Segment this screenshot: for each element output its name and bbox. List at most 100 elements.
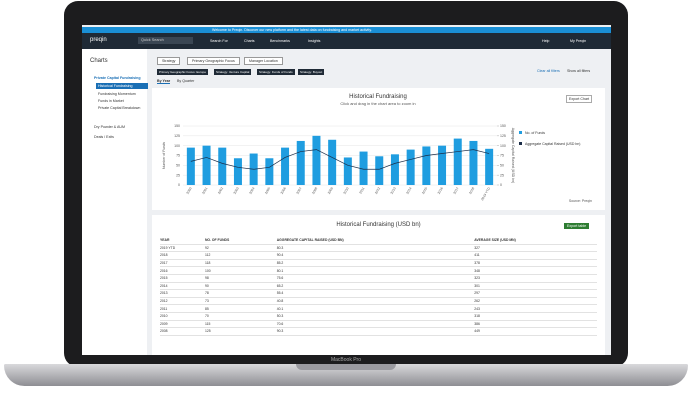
sidebar-item[interactable]: Funds in Market <box>98 99 124 103</box>
y2-tick-label: 50 <box>500 164 504 168</box>
tab[interactable]: By Quarter <box>177 79 195 83</box>
table-cell: 70.6 <box>276 320 475 329</box>
dropdown[interactable]: Strategy <box>157 57 181 65</box>
table-row: 2010 70 50.3 318 <box>160 312 597 321</box>
chart-subtitle: Click and drag in the chart area to zoom… <box>340 101 415 106</box>
chart-title: Historical Fundraising <box>349 94 407 100</box>
y2-axis-label: Aggregate Capital Raised (USD bn) <box>511 128 515 183</box>
filter-tag[interactable]: Primary Geographic Focus: Europe <box>157 69 209 75</box>
banner-text: Welcome to Preqin. Discover our new plat… <box>212 28 372 32</box>
banner: Welcome to Preqin. Discover our new plat… <box>82 27 611 33</box>
bar <box>218 147 227 185</box>
x-tick-label: 2013 <box>390 186 397 194</box>
dropdown[interactable]: Manager Location <box>244 57 283 65</box>
y-tick-label: 75 <box>176 154 180 158</box>
y-tick-label: 25 <box>176 173 180 177</box>
sidebar-item[interactable]: Fundraising Momentum <box>98 92 136 96</box>
y2-tick-label: 100 <box>500 144 506 148</box>
table-cell: 378 <box>474 259 597 268</box>
table-header: YEAR NO. OF FUNDS AGGREGATE CAPITAL RAISED… <box>160 237 597 245</box>
header-cell: YEAR <box>160 237 205 245</box>
account[interactable]: My Preqin <box>570 39 587 43</box>
tab-active[interactable]: By Year <box>157 79 171 84</box>
table-cell: 2013 <box>160 289 205 298</box>
table-cell: 118 <box>204 259 277 268</box>
table-cell: 65.2 <box>276 282 475 291</box>
bar <box>265 158 274 185</box>
table-wrap: YEAR NO. OF FUNDS AGGREGATE CAPITAL RAISED… <box>160 237 597 336</box>
table-cell: 2017 <box>160 259 205 268</box>
logo[interactable]: preqin <box>90 37 107 43</box>
y-tick-label: 0 <box>178 183 180 187</box>
sidebar-title: Charts <box>90 58 108 64</box>
y2-tick-label: 0 <box>500 183 502 187</box>
sidebar-item-active[interactable]: Historical Fundraising <box>96 83 148 89</box>
table-cell: 2014 <box>160 282 205 291</box>
filter-tag[interactable]: Strategy: Venture Capital <box>214 69 252 75</box>
table-cell: 2011 <box>160 304 205 313</box>
table-cell: 386 <box>474 320 597 329</box>
table-row: 2008 125 90.3 449 <box>160 327 597 336</box>
table-row: 2009 115 70.6 386 <box>160 320 597 329</box>
notch <box>296 364 396 370</box>
nav-item[interactable]: Insights <box>308 39 321 43</box>
table-cell: 40.1 <box>276 304 475 313</box>
table-cell: 2008 <box>160 327 205 336</box>
x-tick-label: 2007 <box>295 186 302 194</box>
x-tick-label: 2006 <box>280 186 287 194</box>
y2-tick-label: 25 <box>500 173 504 177</box>
table-row: 2019 YTD 92 80.3 327 <box>160 244 597 253</box>
table-cell: 100 <box>204 266 277 275</box>
table-cell: 2019 YTD <box>160 244 205 253</box>
y2-tick-label: 75 <box>500 154 504 158</box>
table-row: 2017 118 85.2 378 <box>160 259 597 268</box>
show-filters[interactable]: Show all filters <box>567 69 591 73</box>
source: Source: Preqin <box>569 199 592 203</box>
table-cell: 125 <box>204 327 277 336</box>
table-cell: 92 <box>204 244 277 253</box>
export-table[interactable]: Export table <box>564 223 590 229</box>
bar <box>469 140 478 185</box>
x-tick-label: 2005 <box>264 186 271 194</box>
sidebar-section[interactable]: Deals / Exits <box>94 135 114 139</box>
y-tick-label: 150 <box>174 124 180 128</box>
header-cell: NO. OF FUNDS <box>204 237 277 245</box>
table: YEAR NO. OF FUNDS AGGREGATE CAPITAL RAISED… <box>160 237 597 336</box>
table-cell: 75.6 <box>276 274 475 283</box>
x-tick-label: 2001 <box>201 186 208 194</box>
x-tick-label: 2003 <box>233 186 240 194</box>
table-cell: 301 <box>474 282 597 291</box>
table-cell: 40.8 <box>276 297 475 306</box>
y-axis-label: Number of Funds <box>162 142 166 169</box>
bar <box>438 145 447 185</box>
bar <box>202 145 211 185</box>
y-tick-label: 125 <box>174 134 180 138</box>
export-chart[interactable]: Export Chart <box>566 95 593 103</box>
y-tick-label: 50 <box>176 164 180 168</box>
filter-tag[interactable]: Strategy: Buyout <box>298 69 325 75</box>
help[interactable]: Help <box>542 39 550 43</box>
device-label: MacBook Pro <box>330 357 361 363</box>
x-tick-label: 2014 <box>405 186 412 194</box>
sidebar-section[interactable]: Private Capital Fundraising <box>94 76 141 80</box>
bar <box>406 149 415 185</box>
table-cell: 2015 <box>160 274 205 283</box>
table-row: 2014 90 65.2 301 <box>160 282 597 291</box>
legend-label: No. of Funds <box>525 131 545 135</box>
nav-item[interactable]: Benchmarks <box>270 39 290 43</box>
sidebar-item[interactable]: Private Capital Breakdown <box>98 106 141 110</box>
table-cell: 327 <box>474 244 597 253</box>
clear-filters[interactable]: Clear all filters <box>537 69 560 73</box>
table-cell: 90 <box>204 282 277 291</box>
line-series <box>190 149 490 170</box>
nav-item[interactable]: Charts <box>244 39 255 43</box>
filter-tag[interactable]: Strategy: Funds of Funds <box>257 69 295 75</box>
nav-item[interactable]: Search For <box>210 39 228 43</box>
legend-swatch <box>519 142 522 145</box>
laptop-base <box>4 364 688 386</box>
sidebar-section[interactable]: Dry Powder & AUM <box>94 125 125 129</box>
quick-search[interactable]: Quick Search <box>138 37 193 44</box>
dropdown[interactable]: Primary Geographic Focus <box>187 57 240 65</box>
header-cell: AVERAGE SIZE (USD MN) <box>474 237 597 245</box>
